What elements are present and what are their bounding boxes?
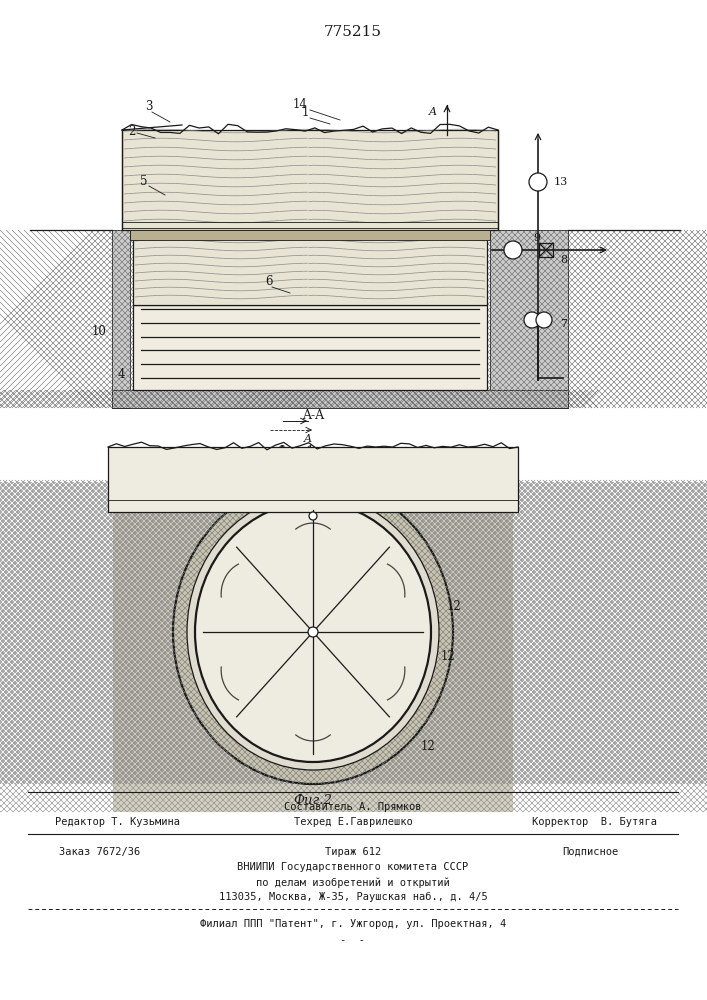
Text: 12: 12 (447, 600, 462, 613)
Text: Подписное: Подписное (562, 847, 618, 857)
Text: 12: 12 (421, 740, 436, 753)
Text: 11: 11 (283, 684, 298, 697)
Text: 113035, Москва, Ж-35, Раушская наб., д. 4/5: 113035, Москва, Ж-35, Раушская наб., д. … (218, 892, 487, 902)
Ellipse shape (173, 480, 453, 784)
Text: Техред Е.Гаврилешко: Техред Е.Гаврилешко (293, 817, 412, 827)
Ellipse shape (195, 502, 431, 762)
Bar (490, 230, 568, 408)
Text: -  -: - - (341, 935, 366, 945)
Bar (108, 447, 518, 512)
Circle shape (309, 512, 317, 520)
Ellipse shape (187, 494, 439, 770)
Circle shape (536, 312, 552, 328)
Text: Составитель А. Прямков: Составитель А. Прямков (284, 802, 422, 812)
Text: Заказ 7672/36: Заказ 7672/36 (59, 847, 141, 857)
Text: 2: 2 (128, 125, 135, 138)
Bar (113, 482, 513, 812)
Text: Тираж 612: Тираж 612 (325, 847, 381, 857)
Text: 8: 8 (560, 255, 567, 265)
Text: 5: 5 (140, 175, 148, 188)
Text: 7: 7 (560, 319, 567, 329)
Text: Фиг.2: Фиг.2 (293, 794, 332, 807)
Text: A: A (429, 107, 437, 117)
Text: 4: 4 (118, 368, 126, 381)
Bar (133, 230, 487, 305)
Text: 1: 1 (301, 106, 309, 119)
Text: Филиал ППП "Патент", г. Ужгород, ул. Проектная, 4: Филиал ППП "Патент", г. Ужгород, ул. Про… (200, 919, 506, 929)
Circle shape (308, 627, 318, 637)
Bar (112, 390, 568, 408)
Text: Редактор Т. Кузьмина: Редактор Т. Кузьмина (56, 817, 180, 827)
Text: 10: 10 (92, 325, 107, 338)
Text: 12: 12 (441, 650, 456, 663)
Text: 13: 13 (554, 177, 568, 187)
Text: по делам изобретений и открытий: по делам изобретений и открытий (256, 877, 450, 888)
Circle shape (504, 241, 522, 259)
Text: Ο: Ο (510, 245, 516, 254)
Text: 11: 11 (353, 600, 368, 613)
Text: Фиг.1: Фиг.1 (276, 445, 315, 458)
Text: 775215: 775215 (324, 25, 382, 39)
Bar (130, 230, 490, 240)
Text: 6: 6 (265, 275, 272, 288)
Bar (112, 230, 130, 408)
Bar (122, 130, 498, 230)
Text: 2: 2 (120, 474, 127, 487)
Text: 3: 3 (145, 100, 153, 113)
Text: A-A: A-A (302, 409, 324, 422)
Text: 9: 9 (533, 233, 540, 243)
Text: A: A (304, 434, 312, 444)
Circle shape (529, 173, 547, 191)
Text: ВНИИПИ Государственного комитета СССР: ВНИИПИ Государственного комитета СССР (238, 862, 469, 872)
Text: Корректор  В. Бутяга: Корректор В. Бутяга (532, 817, 658, 827)
Bar (133, 305, 487, 390)
Circle shape (524, 312, 540, 328)
Text: 14: 14 (293, 98, 308, 111)
Text: 11: 11 (243, 600, 258, 613)
